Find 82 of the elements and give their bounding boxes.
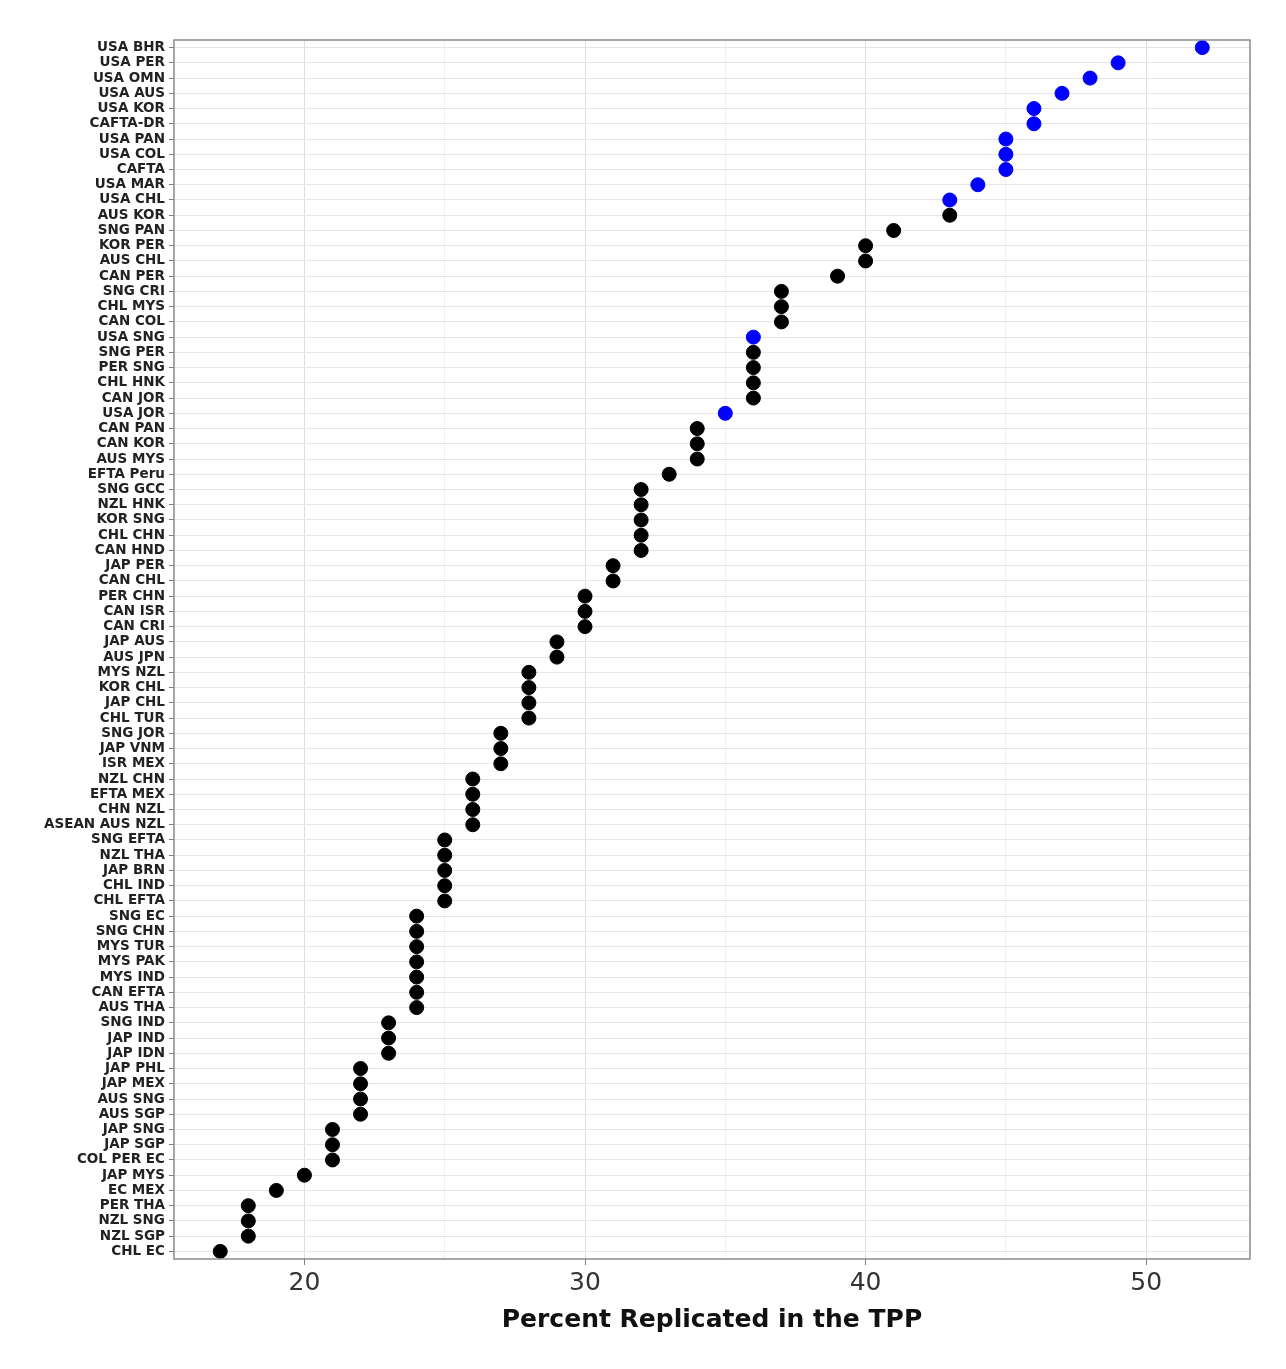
y-tick-label: JAP VNM (98, 739, 165, 756)
y-tick-label: JAP MEX (100, 1074, 166, 1091)
y-tick-label: AUS CHL (99, 251, 166, 268)
y-tick-label: USA COL (99, 144, 166, 161)
y-tick-label: AUS JPN (103, 647, 165, 664)
x-tick-label: 40 (849, 1266, 882, 1296)
y-tick-label: NZL SNG (98, 1211, 165, 1228)
y-tick-label: CAN CRI (103, 617, 165, 634)
y-tick-label: PER THA (99, 1196, 166, 1213)
y-tick-label: ISR MEX (102, 754, 166, 771)
y-tick-label: JAP SGP (103, 1135, 166, 1152)
y-tick-label: MYS IND (99, 967, 165, 984)
y-tick-label: CHL IND (102, 876, 165, 893)
y-tick-label: CHL EC (111, 1241, 166, 1258)
y-tick-label: CHL HNK (97, 373, 166, 390)
y-tick-label: JAP CHL (104, 693, 166, 710)
y-tick-label: AUS MYS (96, 449, 165, 466)
y-tick-label: CHL TUR (99, 708, 166, 725)
y-tick-label: SNG CHN (95, 921, 165, 938)
y-tick-label: USA CHL (99, 190, 166, 207)
y-tick-label: KOR CHL (98, 678, 166, 695)
y-tick-label: CAN JOR (101, 388, 166, 405)
y-tick-label: USA KOR (97, 99, 166, 116)
x-axis-title: Percent Replicated in the TPP (501, 1303, 923, 1333)
y-tick-label: CAFTA-DR (89, 114, 166, 131)
y-tick-label: SNG EC (109, 906, 166, 923)
y-tick-label: KOR PER (98, 236, 166, 253)
y-tick-label: NZL SGP (99, 1226, 166, 1243)
y-tick-label: SNG PER (98, 342, 166, 359)
y-tick-label: USA PER (99, 53, 166, 70)
x-tick-label: 30 (569, 1266, 601, 1296)
y-tick-label: USA AUS (98, 83, 165, 100)
y-tick-label: AUS SGP (98, 1104, 166, 1121)
y-tick-label: CAN ISR (103, 601, 166, 618)
y-tick-label: CAN COL (98, 312, 166, 329)
y-tick-label: USA MAR (94, 175, 166, 192)
y-tick-label: CAN PAN (98, 419, 165, 436)
y-tick-label: JAP PER (104, 556, 166, 573)
y-tick-label: SNG CRI (102, 281, 165, 298)
y-tick-label: SNG GCC (97, 480, 166, 497)
y-tick-label: USA BHR (97, 38, 166, 55)
y-tick-label: EFTA Peru (87, 464, 165, 481)
y-tick-label: JAP IND (106, 1028, 165, 1045)
y-tick-label: JAP BRN (101, 860, 165, 877)
y-tick-label: SNG JOR (101, 723, 166, 740)
y-tick-label: EFTA MEX (90, 784, 166, 801)
y-tick-label: CAN EFTA (91, 982, 166, 999)
y-tick-label: JAP PHL (104, 1059, 166, 1076)
y-tick-label: CHL EFTA (93, 891, 166, 908)
y-tick-label: CHN NZL (98, 799, 166, 816)
y-tick-label: CAN HND (94, 540, 165, 557)
y-tick-label: AUS KOR (97, 205, 166, 222)
y-tick-label: KOR SNG (96, 510, 165, 527)
y-tick-label: USA OMN (92, 68, 165, 85)
y-tick-label: CHL CHN (97, 525, 165, 542)
y-tick-label: COL PER EC (76, 1150, 166, 1167)
y-tick-label: MYS TUR (96, 937, 166, 954)
y-tick-label: CAN PER (99, 266, 166, 283)
y-tick-label: EC MEX (108, 1180, 166, 1197)
y-tick-label: SNG EFTA (91, 830, 166, 847)
x-tick-label: 20 (288, 1266, 321, 1296)
y-tick-label: CAFTA (116, 160, 166, 177)
y-tick-label: JAP AUS (103, 632, 165, 649)
y-tick-label: AUS THA (98, 998, 166, 1015)
y-tick-label: MYS PAK (97, 952, 166, 969)
y-tick-label: ASEAN AUS NZL (43, 815, 166, 832)
y-tick-label: NZL HNK (97, 495, 166, 512)
y-tick-label: SNG PAN (97, 220, 165, 237)
y-tick-label: PER CHN (98, 586, 165, 603)
y-tick-label: PER SNG (98, 358, 165, 375)
y-tick-label: NZL THA (99, 845, 166, 862)
y-tick-label: JAP SNG (101, 1119, 165, 1136)
x-tick-label: 50 (1130, 1266, 1163, 1296)
y-tick-label: SNG IND (100, 1013, 165, 1030)
y-tick-label: CAN CHL (98, 571, 166, 588)
y-tick-label: AUS SNG (97, 1089, 165, 1106)
y-tick-label: NZL CHN (98, 769, 165, 786)
y-tick-label: CHL MYS (97, 297, 165, 314)
y-tick-label: USA PAN (98, 129, 165, 146)
y-tick-label: JAP MYS (100, 1165, 165, 1182)
y-tick-label: CAN KOR (96, 434, 166, 451)
y-tick-label: USA SNG (97, 327, 165, 344)
